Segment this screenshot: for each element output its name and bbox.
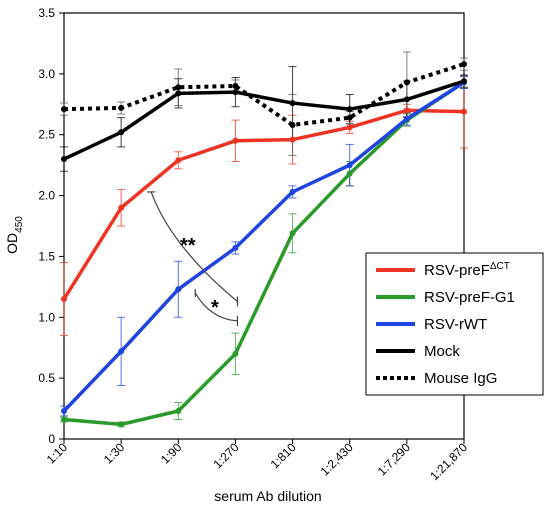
legend-label: RSV-preF-G1 — [424, 289, 515, 306]
x-tick-label: 1:270 — [210, 440, 241, 471]
y-tick-label: 2.0 — [38, 189, 55, 203]
legend-label-superscript: ΔCT — [490, 261, 510, 272]
y-tick-label: 1.0 — [38, 310, 55, 324]
significance-bracket-single: * — [194, 288, 239, 326]
x-tick-label: 1:2,430 — [318, 440, 356, 478]
data-point-rsv-pref — [289, 136, 296, 143]
data-point-mouse-igg — [346, 114, 353, 121]
data-point-rsv-pref-g1 — [232, 350, 239, 357]
series-line-rsv-pref — [62, 108, 465, 300]
legend-item: RSV-rWT — [376, 316, 487, 333]
data-point-mock — [346, 106, 353, 113]
y-axis-title-main: OD — [4, 233, 20, 254]
data-point-rsv-pref — [232, 137, 239, 144]
data-point-rsv-pref — [61, 296, 67, 303]
y-tick-label: 1.5 — [38, 249, 55, 263]
data-point-mouse-igg — [461, 61, 467, 68]
data-point-rsv-pref-g1 — [118, 421, 125, 428]
legend-item: RSV-preFΔCT — [376, 261, 510, 279]
series-line-rsv-rwt — [62, 80, 465, 413]
data-point-rsv-rwt — [175, 286, 182, 293]
data-point-mock — [289, 100, 296, 107]
tick-labels: 00.51.01.52.02.53.03.51:10 1:30 1:90 1:270 1… — [38, 6, 470, 483]
data-point-rsv-pref — [461, 108, 467, 115]
plot-frame — [63, 12, 465, 440]
data-point-rsv-rwt — [289, 188, 296, 195]
data-point-rsv-rwt — [346, 162, 353, 169]
data-point-mock — [118, 129, 125, 136]
y-tick-label: 0 — [48, 432, 55, 446]
x-tick-label: 1:810 — [268, 440, 299, 471]
significance-bracket-double: ** — [147, 191, 239, 307]
y-axis-title-subscript: 450 — [14, 216, 25, 233]
data-point-rsv-pref — [175, 157, 182, 164]
bracket-curve — [194, 292, 238, 322]
significance-annotations: *** — [147, 191, 239, 326]
legend-item: RSV-preF-G1 — [376, 289, 515, 306]
data-point-mouse-igg — [232, 83, 239, 90]
data-point-rsv-rwt — [61, 408, 67, 415]
x-tick-label: 1:7,290 — [375, 440, 413, 478]
x-tick-label: 1:90 — [158, 440, 185, 467]
legend-item: Mouse IgG — [376, 370, 497, 387]
series-line-mouse-igg — [63, 62, 465, 127]
legend-label: RSV-rWT — [424, 316, 487, 333]
data-point-rsv-pref-g1 — [61, 416, 67, 423]
data-point-mock — [175, 90, 182, 97]
significance-label: ** — [180, 235, 196, 257]
bracket-curve — [150, 191, 238, 302]
data-point-rsv-rwt — [403, 115, 410, 122]
legend-label: Mock — [424, 343, 460, 360]
data-point-mouse-igg — [403, 79, 410, 86]
axes — [59, 12, 465, 444]
data-point-rsv-pref — [403, 107, 410, 114]
data-point-mouse-igg — [118, 104, 125, 111]
data-point-mock — [61, 156, 67, 163]
data-point-rsv-rwt — [232, 244, 239, 251]
data-point-rsv-pref-g1 — [346, 170, 353, 177]
y-tick-label: 3.5 — [38, 6, 55, 20]
data-point-mock — [403, 96, 410, 103]
y-tick-label: 3.0 — [38, 67, 55, 81]
data-point-rsv-pref-g1 — [289, 230, 296, 237]
legend-label: Mouse IgG — [424, 370, 497, 387]
data-point-mock — [232, 89, 239, 96]
significance-label: * — [211, 297, 219, 319]
data-point-rsv-pref — [346, 124, 353, 131]
y-tick-label: 0.5 — [38, 371, 55, 385]
series-line-mock — [63, 79, 465, 161]
series-lines — [61, 61, 467, 428]
x-axis-title: serum Ab dilution — [214, 488, 321, 504]
y-axis-title: OD450 — [4, 216, 25, 254]
series-line-rsv-pref-g1 — [63, 80, 465, 427]
y-tick-label: 2.5 — [38, 128, 55, 142]
data-point-rsv-rwt — [118, 348, 125, 355]
x-tick-label: 1:21,870 — [427, 440, 470, 483]
x-tick-label: 1:30 — [101, 440, 128, 467]
data-point-mouse-igg — [289, 121, 296, 128]
legend-label: RSV-preFΔCT — [424, 261, 510, 279]
legend-item: Mock — [376, 343, 460, 360]
legend: RSV-preFΔCT RSV-preF-G1 RSV-rWT Mock Mouse I… — [365, 252, 544, 396]
data-point-rsv-pref-g1 — [175, 408, 182, 415]
data-point-mouse-igg — [175, 84, 182, 91]
data-point-mock — [461, 78, 467, 85]
data-point-mouse-igg — [61, 106, 67, 113]
data-point-rsv-pref — [118, 204, 125, 211]
